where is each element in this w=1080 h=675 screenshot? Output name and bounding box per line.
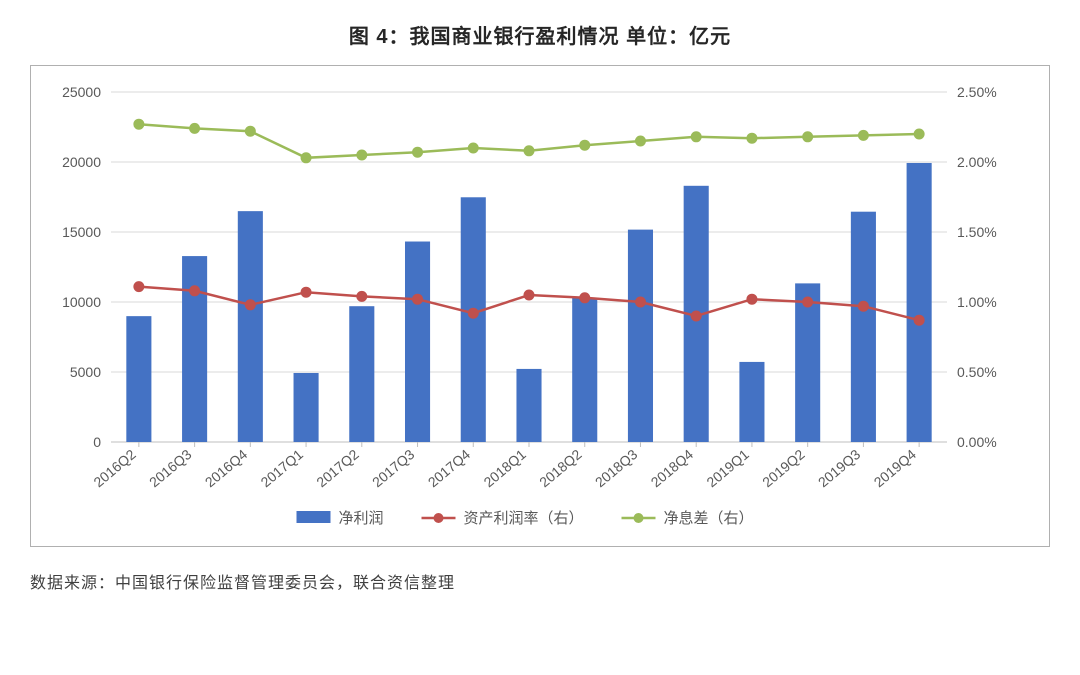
line-marker (245, 300, 255, 310)
line-marker (301, 153, 311, 163)
y-right-tick: 0.00% (957, 434, 997, 450)
line-marker (524, 146, 534, 156)
line-marker (803, 297, 813, 307)
line-marker (747, 133, 757, 143)
x-tick-label: 2016Q3 (146, 446, 195, 490)
line-marker (858, 130, 868, 140)
chart-container: 0 0.00% 5000 0.50% 10000 1.00% 15000 1.50% 20000… (30, 65, 1050, 547)
line-marker (580, 293, 590, 303)
line-marker (635, 297, 645, 307)
y-left-tick: 25000 (62, 84, 101, 100)
x-tick-label: 2019Q1 (703, 446, 752, 490)
y-left-tick: 15000 (62, 224, 101, 240)
bar (516, 369, 541, 442)
legend-label: 净利润 (339, 510, 384, 527)
bar (182, 256, 207, 442)
line-marker (914, 129, 924, 139)
y-left-tick: 10000 (62, 294, 101, 310)
bar (294, 373, 319, 442)
x-tick-label: 2019Q2 (759, 446, 808, 490)
line-marker (134, 119, 144, 129)
bar (851, 212, 876, 442)
line-marker (858, 301, 868, 311)
chart-title: 图 4：我国商业银行盈利情况 单位：亿元 (30, 20, 1050, 49)
line-marker (357, 150, 367, 160)
x-tick-label: 2018Q3 (592, 446, 641, 490)
x-tick-label: 2016Q4 (202, 446, 251, 490)
line-marker (635, 136, 645, 146)
data-source: 数据来源：中国银行保险监督管理委员会，联合资信整理 (30, 569, 1050, 593)
x-tick-label: 2017Q4 (425, 446, 474, 490)
y-left-tick: 0 (93, 434, 101, 450)
line-marker (413, 147, 423, 157)
line-marker (914, 315, 924, 325)
x-tick-label: 2018Q1 (480, 446, 529, 490)
x-tick-label: 2017Q3 (369, 446, 418, 490)
legend-label: 净息差（右） (664, 510, 754, 527)
x-tick-label: 2018Q2 (536, 446, 585, 490)
line-marker (301, 287, 311, 297)
bar (572, 298, 597, 442)
line-marker (245, 126, 255, 136)
y-right-tick: 1.00% (957, 294, 997, 310)
y-right-tick: 0.50% (957, 364, 997, 380)
bar (349, 306, 374, 442)
legend-label: 资产利润率（右） (464, 510, 584, 527)
line-marker (747, 294, 757, 304)
combo-chart: 0 0.00% 5000 0.50% 10000 1.00% 15000 1.50% 20000… (49, 78, 1009, 538)
y-right-tick: 1.50% (957, 224, 997, 240)
x-tick-label: 2019Q3 (815, 446, 864, 490)
y-right-tick: 2.50% (957, 84, 997, 100)
y-left-tick: 5000 (70, 364, 101, 380)
x-tick-label: 2018Q4 (648, 446, 697, 490)
line-marker (190, 123, 200, 133)
legend: 净利润 资产利润率（右） 净息差（右） (297, 510, 754, 527)
bar (461, 197, 486, 442)
line-marker (691, 132, 701, 142)
x-tick-label: 2017Q2 (313, 446, 362, 490)
line-marker (134, 282, 144, 292)
bar (739, 362, 764, 442)
line-marker (468, 143, 478, 153)
line-marker (190, 286, 200, 296)
line-marker (413, 294, 423, 304)
bar (628, 230, 653, 442)
bar (405, 242, 430, 442)
y-left-tick: 20000 (62, 154, 101, 170)
x-tick-label: 2016Q2 (90, 446, 139, 490)
x-tick-label: 2017Q1 (258, 446, 307, 490)
line-marker (357, 291, 367, 301)
bar (126, 316, 151, 442)
x-tick-label: 2019Q4 (871, 446, 920, 490)
line-marker (580, 140, 590, 150)
bar (907, 163, 932, 442)
line-marker (803, 132, 813, 142)
y-right-tick: 2.00% (957, 154, 997, 170)
bar (238, 211, 263, 442)
line-marker (691, 311, 701, 321)
line-marker (468, 308, 478, 318)
line-marker (524, 290, 534, 300)
